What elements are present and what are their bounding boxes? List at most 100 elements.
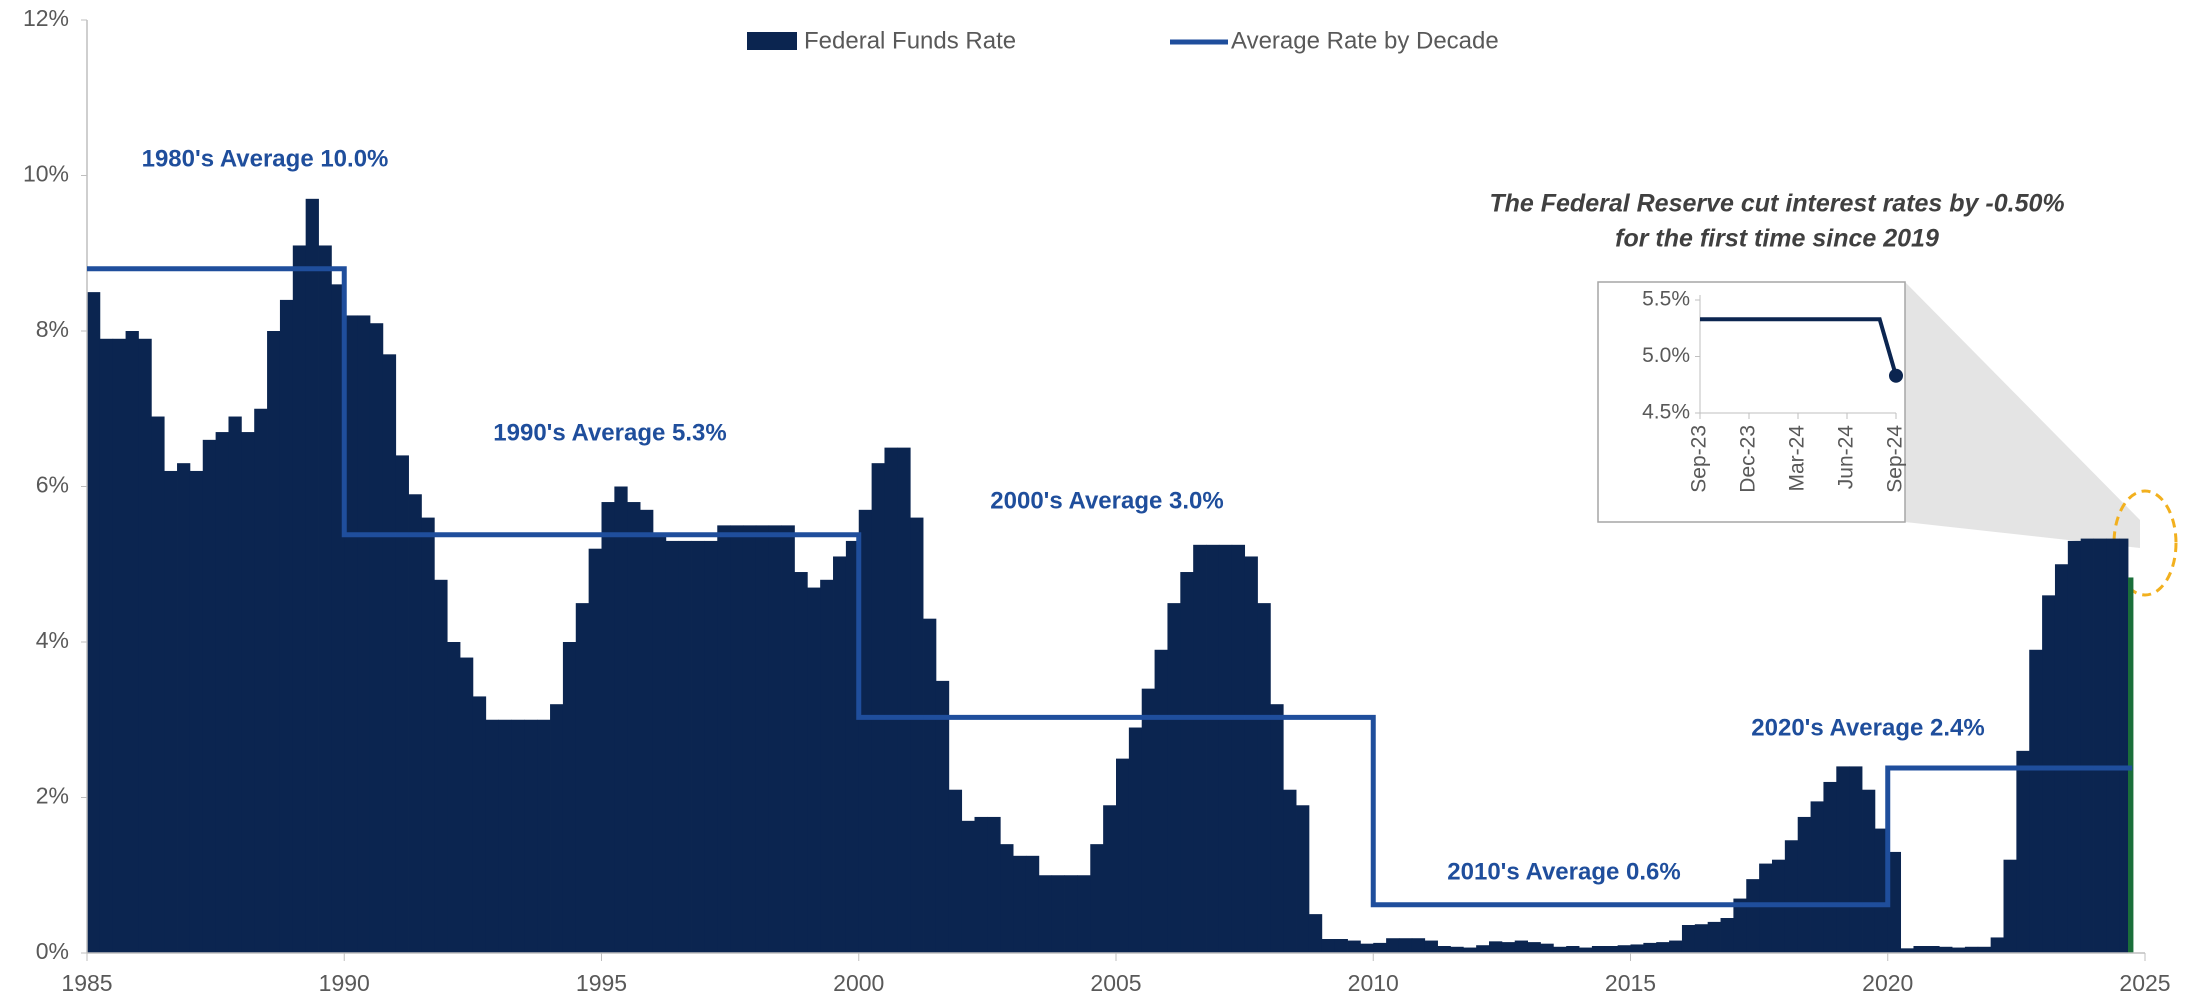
bar: [292, 245, 307, 954]
bar: [1373, 942, 1387, 953]
bar: [2003, 859, 2017, 953]
bar: [1527, 942, 1541, 953]
bar: [1900, 948, 1914, 953]
bar: [1489, 941, 1503, 953]
callout-text: The Federal Reserve cut interest rates b…: [1489, 190, 2064, 218]
bar: [1411, 938, 1426, 953]
bar: [1167, 603, 1181, 953]
bar: [755, 525, 770, 953]
y-tick-label: 6%: [36, 472, 69, 498]
inset-frame: [1597, 281, 1906, 523]
x-tick-label: 2015: [1605, 970, 1656, 996]
bar: [1180, 572, 1194, 953]
bar: [395, 455, 409, 953]
bar: [807, 587, 821, 953]
bar: [331, 284, 345, 954]
bar: [1797, 816, 1811, 953]
bar: [151, 416, 165, 953]
bar: [1051, 875, 1065, 953]
bar: [1360, 943, 1374, 953]
bar: [601, 502, 615, 953]
bar: [1398, 938, 1413, 953]
bar: [742, 525, 757, 953]
bar: [125, 331, 139, 953]
bar: [1218, 544, 1233, 953]
bar: [1553, 946, 1567, 953]
bar: [1296, 805, 1310, 953]
annotation: 1980's Average 10.0%: [142, 145, 389, 172]
bar: [1810, 801, 1824, 953]
bar: [2106, 538, 2120, 953]
bar: [1501, 942, 1516, 953]
bar: [1617, 945, 1631, 953]
bar: [1128, 727, 1143, 953]
bar: [1283, 789, 1297, 953]
bar: [2093, 538, 2107, 953]
bar: [562, 642, 577, 953]
bar: [730, 525, 744, 953]
bar: [845, 540, 860, 953]
inset-y-tick-label: 5.5%: [1642, 288, 1690, 311]
bar: [871, 463, 885, 953]
bar: [357, 315, 371, 953]
bar: [1707, 921, 1721, 953]
bar: [1270, 704, 1284, 953]
bar: [1874, 828, 1889, 953]
bar: [1952, 947, 1966, 953]
x-tick-label: 2000: [833, 970, 884, 996]
bar: [1463, 947, 1477, 953]
bar: [485, 719, 499, 953]
bar: [112, 338, 126, 953]
bar: [228, 416, 242, 953]
bar: [1823, 781, 1837, 953]
bar: [1437, 946, 1451, 953]
bar: [1913, 946, 1927, 953]
annotation: 2000's Average 3.0%: [990, 487, 1223, 514]
bar: [935, 680, 950, 953]
bar: [1746, 879, 1760, 953]
bar: [408, 494, 422, 953]
bar: [164, 470, 178, 953]
bar: [177, 463, 191, 953]
bar: [1206, 544, 1220, 953]
bar: [1926, 946, 1940, 953]
bar: [1720, 918, 1734, 953]
bar: [665, 540, 680, 953]
bar: [820, 579, 834, 953]
bar: [781, 525, 795, 953]
y-tick-label: 12%: [23, 5, 69, 31]
bar: [1759, 863, 1773, 953]
bar: [1064, 875, 1078, 953]
bar: [1244, 556, 1258, 953]
bar: [1334, 939, 1348, 953]
x-tick-label: 2025: [2119, 970, 2170, 996]
y-tick-label: 10%: [23, 161, 69, 187]
bar: [1038, 875, 1053, 953]
bar: [138, 338, 152, 953]
bar: [1193, 544, 1207, 953]
bar: [1476, 945, 1490, 953]
inset-end-point: [1889, 368, 1903, 383]
inset-x-tick-label: Mar-24: [1786, 425, 1809, 492]
bar: [472, 696, 487, 953]
bar: [910, 517, 924, 953]
x-tick-label: 1995: [576, 970, 627, 996]
callout-text: for the first time since 2019: [1615, 225, 1939, 253]
bar: [1386, 938, 1400, 953]
legend-swatch: [747, 32, 797, 50]
bar: [1990, 937, 2004, 953]
bar: [305, 198, 319, 953]
bar: [897, 447, 911, 953]
bar: [2054, 564, 2069, 953]
bar: [1643, 942, 1657, 953]
inset-x-tick-label: Jun-24: [1835, 425, 1858, 490]
inset-x-tick-label: Sep-23: [1688, 425, 1711, 493]
bar: [704, 540, 718, 953]
inset-line: [1700, 317, 1898, 377]
bar: [498, 719, 512, 953]
bar: [1000, 844, 1014, 953]
x-tick-label: 2005: [1090, 970, 1141, 996]
inset-y-tick-label: 4.5%: [1642, 401, 1690, 424]
bar: [1514, 940, 1528, 953]
annotation: 2010's Average 0.6%: [1447, 858, 1680, 885]
